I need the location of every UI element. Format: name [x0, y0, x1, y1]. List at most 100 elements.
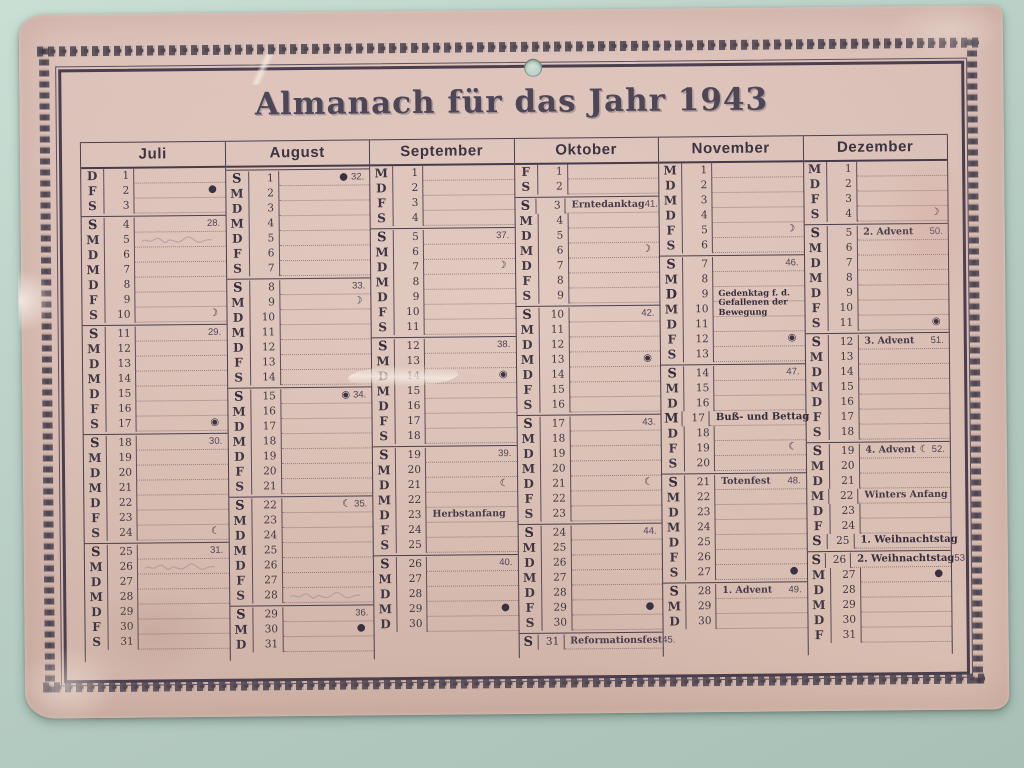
spacer [577, 547, 656, 548]
day-number: 9 [394, 289, 425, 306]
spacer [577, 532, 643, 533]
day-number: 10 [105, 307, 136, 323]
day-number: 6 [827, 240, 858, 256]
week-number: 35. [354, 498, 368, 510]
spacer [719, 278, 798, 279]
day-row: F 20 [228, 463, 373, 480]
spacer [285, 178, 340, 179]
day-number: 3 [248, 201, 280, 217]
day-number: 28 [252, 588, 283, 604]
day-number: 1 [826, 161, 857, 177]
weekday-letter: F [371, 305, 395, 321]
day-row: S 28 1. Advent 49. [663, 583, 807, 600]
day-number: 1 [248, 171, 279, 187]
day-notes [571, 569, 663, 586]
day-notes [857, 239, 948, 256]
day-notes [280, 354, 372, 371]
weekday-letter: M [805, 379, 829, 396]
spacer [720, 323, 799, 324]
spacer [865, 431, 944, 432]
calendar-card: Almanach für das Jahr 1943 Juli D 1 F 2 ● S 3 S 4… [16, 0, 1010, 727]
weekday-letter: F [514, 164, 538, 180]
day-number: 2 [826, 176, 857, 192]
spacer [722, 541, 801, 542]
weekday-letter: S [81, 198, 105, 215]
spacer [863, 213, 931, 214]
day-notes [136, 449, 228, 466]
weekday-letter: S [517, 506, 542, 522]
spacer [142, 333, 208, 334]
month-column-november: November M 1 D 2 M 3 D 4 F 5 ☽ S 6 S 7 46. M 8 D 9 Gedenktag … [657, 136, 809, 657]
day-number: 20 [251, 464, 282, 480]
week-number: 41. [644, 198, 658, 210]
day-number: 2 [393, 180, 424, 197]
day-row: S 20 [661, 455, 806, 472]
month-body: D 1 F 2 ● S 3 S 4 28. M 5 D 6 M 7 D 8 F 9 S 10 ☽ S 11 29. M 12 D 13 M 1… [81, 167, 230, 651]
spacer [431, 326, 510, 327]
day-row: S 14 47. [661, 365, 805, 382]
day-number: 7 [538, 258, 569, 274]
day-notes [278, 200, 370, 217]
day-row: D 28 [807, 581, 952, 599]
day-row: S 22 ☾ 35. [228, 497, 373, 514]
month-body: F 1 S 2 S 3 Erntedanktag 41. M 4 D 5 M 6 ☽ D 7 F 8 S 9 S 10 42.… [514, 163, 676, 650]
day-notes [714, 425, 806, 442]
spacer [432, 469, 511, 470]
day-number: 11 [539, 322, 570, 338]
spacer [577, 498, 656, 499]
weekday-letter: M [81, 232, 105, 249]
day-notes [715, 534, 807, 551]
weekday-letter: D [83, 386, 107, 403]
day-row: S 11 [371, 318, 516, 336]
spacer [142, 408, 221, 409]
spacer [721, 511, 800, 512]
day-row: S 31 Reformationsfest 45. [519, 633, 676, 650]
day-notes [134, 167, 225, 184]
day-notes [859, 502, 951, 519]
week-number: 37. [496, 230, 510, 242]
day-number: 4 [104, 217, 135, 233]
day-row: D 20 [83, 464, 228, 482]
weekday-letter: M [805, 349, 829, 366]
week-number: 30. [208, 436, 223, 448]
week-number: 38. [497, 339, 511, 351]
spacer [575, 314, 641, 315]
spacer [431, 405, 510, 406]
weekday-letter: F [227, 355, 251, 371]
spacer [145, 641, 224, 642]
weekday-letter: S [227, 389, 251, 405]
day-number: 28 [397, 586, 428, 603]
weekday-letter: D [229, 558, 253, 574]
day-number: 3 [536, 198, 566, 214]
day-row: F 17 [805, 408, 950, 426]
day-row: S 14 [227, 369, 372, 386]
weekday-letter: M [807, 567, 831, 584]
day-row: S 5 37. [370, 228, 515, 246]
day-notes [858, 348, 950, 365]
weekday-letter: M [663, 599, 687, 615]
day-row: M 21 [84, 479, 228, 497]
spacer [430, 217, 509, 218]
holiday-label: 2. Weihnachtstag [857, 552, 955, 565]
day-row: D 30 [374, 615, 519, 633]
day-number: 16 [395, 398, 426, 415]
day-number: 15 [106, 386, 137, 402]
day-row: S 12 3. Advent 51. [805, 333, 949, 351]
month-title: Dezember [803, 134, 948, 163]
day-number: 2 [682, 178, 713, 194]
weekday-letter: M [373, 493, 397, 509]
day-row: M 27 [374, 570, 518, 588]
day-number: 11 [828, 315, 859, 331]
day-notes [281, 478, 373, 495]
day-notes [859, 423, 950, 440]
day-row: S 11 ◉ [805, 314, 949, 332]
day-row: D 16 [372, 397, 516, 415]
day-row: S 26 2. Weihnachtstag 53. [807, 551, 968, 569]
day-number: 1 [393, 165, 424, 182]
day-number: 6 [393, 244, 425, 261]
day-notes [135, 276, 226, 293]
